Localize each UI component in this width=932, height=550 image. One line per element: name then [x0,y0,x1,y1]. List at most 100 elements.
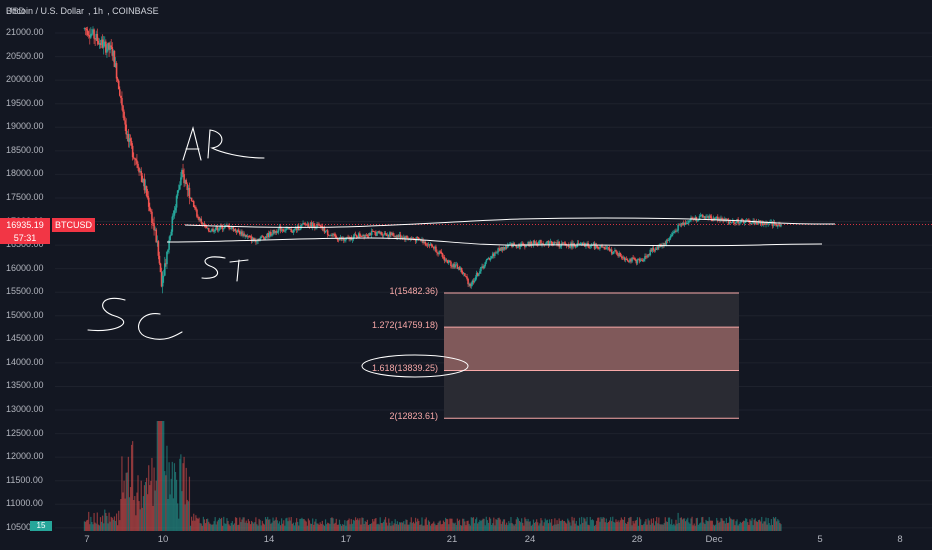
candle-body [380,232,383,235]
volume-bar [571,516,573,531]
candle-body [710,216,713,221]
candle-body [424,241,427,245]
volume-bar [109,521,111,531]
candle-body [674,230,676,233]
candle-body [170,231,173,236]
candle-body [534,242,537,245]
candle-body [562,242,565,244]
volume-bar [680,517,682,531]
volume-bar [696,517,699,531]
volume-bar [328,523,330,531]
candle-body [753,220,756,225]
volume-bar [420,524,422,531]
volume-bar [589,516,591,531]
volume-bar [155,480,157,531]
candle-body [379,232,382,234]
candle-body [696,220,699,221]
volume-bar [769,525,771,531]
volume-bar [666,521,669,531]
candle-body [310,222,313,228]
volume-bar [632,521,634,531]
candle-body [244,234,246,237]
volume-bar [137,475,139,531]
volume-bar [470,517,472,531]
candle-body [395,236,398,238]
volume-bar [341,525,343,531]
volume-bar [704,524,706,531]
candle-body [267,233,270,237]
candle-body [124,120,126,125]
fib-level-label: 1(15482.36) [389,286,438,297]
volume-bar [488,517,491,531]
volume-bar [143,485,146,531]
volume-bar [222,525,224,531]
candle-body [372,231,375,232]
volume-bar [585,521,587,531]
volume-bar [617,520,619,531]
volume-bar [183,456,185,531]
volume-bar [615,519,617,531]
volume-bar [270,523,272,531]
candle-body [361,236,363,237]
volume-bar [205,519,208,531]
volume-bar [691,516,693,531]
candle-body [318,224,320,226]
volume-bar [532,519,535,531]
volume-bar [379,517,381,531]
candle-body [697,220,700,221]
symbol-name: Bitcoin / U.S. Dollar [6,6,85,16]
candle-body [771,221,774,226]
volume-bar [394,519,396,531]
volume-bar [329,524,331,531]
candle-body [325,230,328,232]
volume-bar [332,518,334,531]
y-tick-label: 17500.00 [6,191,44,202]
volume-bar [318,524,320,531]
volume-bar [558,518,560,531]
volume-bar [484,525,486,531]
volume-bar [650,518,652,531]
candle-body [106,48,108,53]
candle-body [307,223,310,227]
volume-bar [640,519,642,531]
volume-bar [282,523,284,531]
candle-body [482,266,484,269]
volume-bar [352,519,355,531]
volume-bar [540,518,542,531]
volume-bar [599,521,601,531]
candle-body [563,242,566,244]
volume-bar [95,523,97,531]
candle-body [291,232,294,233]
candle-body [280,229,283,231]
volume-bar [536,519,538,531]
candle-body [182,170,184,175]
volume-bar [94,522,96,531]
volume-bar [658,517,660,531]
candle-body [614,250,616,252]
candle-body [648,254,650,256]
candle-body [607,247,610,249]
volume-bar [297,521,299,531]
candle-body [107,42,109,49]
volume-bar [466,521,468,531]
volume-bar [338,519,341,531]
candle-body [491,253,494,257]
candle-body [241,231,243,236]
candle-body [499,248,502,251]
candle-body [731,220,734,223]
volume-bar [767,518,769,531]
volume-bar [339,524,342,531]
volume-bar [380,523,382,531]
candle-body [487,257,490,259]
candle-body [559,246,562,248]
volume-bar [544,518,546,531]
volume-bar [595,524,597,531]
volume-bar [486,520,488,531]
volume-bar [344,520,346,531]
volume-bar [136,492,138,531]
candle-body [683,222,686,226]
volume-bar [360,524,362,531]
candle-body [376,231,378,236]
volume-bar [389,522,391,531]
